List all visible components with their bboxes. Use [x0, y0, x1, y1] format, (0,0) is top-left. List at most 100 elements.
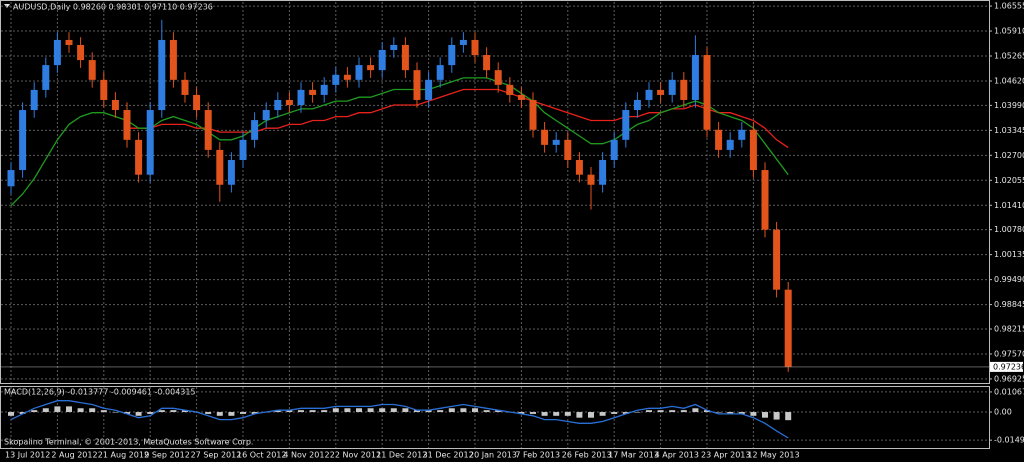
- histogram-bar: [158, 410, 165, 413]
- histogram-bar: [286, 410, 293, 413]
- candle-body: [227, 159, 235, 185]
- histogram-bar: [205, 412, 212, 414]
- candle-body: [181, 79, 189, 95]
- macd-title: MACD(12,26,9) -0.013777 -0.009461 -0.004…: [4, 388, 196, 397]
- histogram-bar: [274, 410, 281, 413]
- histogram-bar: [182, 410, 188, 413]
- candle-body: [738, 129, 746, 140]
- histogram-bar: [356, 408, 362, 413]
- candle-body: [691, 55, 699, 100]
- y-tick-label: 1.02055: [994, 176, 1024, 185]
- candle-body: [529, 99, 537, 130]
- candle-body: [610, 139, 618, 160]
- y-tick-label: 0.99490: [994, 275, 1024, 284]
- candle-body: [53, 39, 61, 66]
- candle-body: [425, 79, 433, 100]
- histogram-bar: [773, 412, 780, 420]
- histogram-bar: [669, 410, 676, 413]
- last-price-label: 0.97236: [993, 362, 1024, 371]
- x-tick-label: 4 Apr 2013: [655, 451, 699, 460]
- histogram-bar: [240, 412, 246, 414]
- candle-body: [680, 79, 688, 100]
- histogram-bar: [309, 410, 316, 413]
- copyright: Skopalino Terminal, © 2001-2013, MetaQuo…: [4, 438, 253, 447]
- candle-body: [645, 89, 653, 100]
- histogram-bar: [750, 412, 757, 416]
- histogram-bar: [379, 408, 386, 413]
- candle-body: [587, 174, 595, 185]
- histogram-bar: [77, 408, 84, 413]
- candle-body: [633, 99, 641, 111]
- histogram-bar: [715, 412, 722, 413]
- histogram-bar: [460, 408, 467, 413]
- candle-body: [541, 129, 549, 145]
- histogram-bar: [147, 412, 154, 414]
- candle-body: [726, 139, 734, 150]
- candle-body: [274, 99, 282, 111]
- candle-body: [216, 149, 224, 185]
- x-tick-label: 13 Jul 2012: [5, 451, 50, 460]
- histogram-bar: [344, 408, 351, 413]
- histogram-bar: [622, 412, 629, 414]
- histogram-bar: [692, 408, 699, 413]
- y-tick-label: 0.98215: [994, 324, 1024, 333]
- histogram-bar: [437, 410, 444, 413]
- candle-body: [123, 110, 131, 140]
- x-tick-label: 23 Apr 2013: [701, 451, 750, 460]
- y-tick-label: 1.02700: [994, 151, 1024, 160]
- candle-body: [100, 79, 108, 100]
- histogram-bar: [251, 412, 258, 414]
- candle-body: [448, 44, 456, 66]
- histogram-bar: [170, 410, 177, 413]
- histogram-bar: [298, 410, 304, 413]
- y-tick-label: 0.96925: [994, 374, 1024, 383]
- y-tick-label: 1.03990: [994, 101, 1024, 110]
- x-tick-label: 22 Nov 2012: [330, 451, 381, 460]
- histogram-bar: [785, 412, 792, 421]
- histogram-bar: [564, 412, 571, 416]
- y-tick-label: -0.014941: [994, 436, 1024, 445]
- histogram-bar: [576, 412, 583, 418]
- candle-body: [285, 99, 293, 105]
- candle-body: [204, 110, 212, 150]
- candle-body: [668, 79, 676, 95]
- histogram-bar: [228, 412, 235, 416]
- candle-body: [436, 65, 444, 80]
- histogram-bar: [124, 412, 130, 414]
- candle-body: [30, 89, 38, 111]
- x-tick-label: 4 Nov 2012: [283, 451, 329, 460]
- main-panel-frame: [0, 0, 990, 384]
- y-tick-label: 0.97570: [994, 349, 1024, 358]
- macd-panel-frame: [0, 386, 990, 449]
- histogram-bar: [321, 410, 328, 413]
- candle-body: [146, 110, 154, 175]
- histogram-bar: [414, 410, 420, 413]
- candle-body: [169, 39, 177, 80]
- candle-body: [193, 94, 201, 111]
- candle-body: [77, 44, 85, 61]
- candle-body: [401, 44, 409, 71]
- x-tick-label: 21 Aug 2012: [98, 451, 149, 460]
- x-tick-label: 11 Dec 2012: [376, 451, 427, 460]
- histogram-bar: [727, 412, 734, 414]
- candle-body: [367, 65, 375, 71]
- histogram-bar: [541, 412, 548, 416]
- histogram-bar: [66, 406, 72, 413]
- candle-body: [19, 110, 27, 171]
- histogram-bar: [518, 412, 525, 414]
- candle-body: [749, 129, 757, 171]
- histogram-bar: [31, 410, 38, 413]
- last-price-box: [990, 361, 1023, 372]
- candle-body: [111, 99, 119, 111]
- x-tick-label: 26 Feb 2013: [562, 451, 612, 460]
- indicator-line: [127, 88, 789, 149]
- y-tick-label: 1.04620: [994, 76, 1024, 85]
- x-tick-label: 16 Oct 2012: [237, 451, 286, 460]
- y-tick-label: 1.00780: [994, 225, 1024, 234]
- histogram-bar: [112, 412, 119, 413]
- candle-body: [135, 139, 143, 175]
- candle-body: [471, 39, 479, 56]
- y-tick-label: 1.06555: [994, 2, 1024, 11]
